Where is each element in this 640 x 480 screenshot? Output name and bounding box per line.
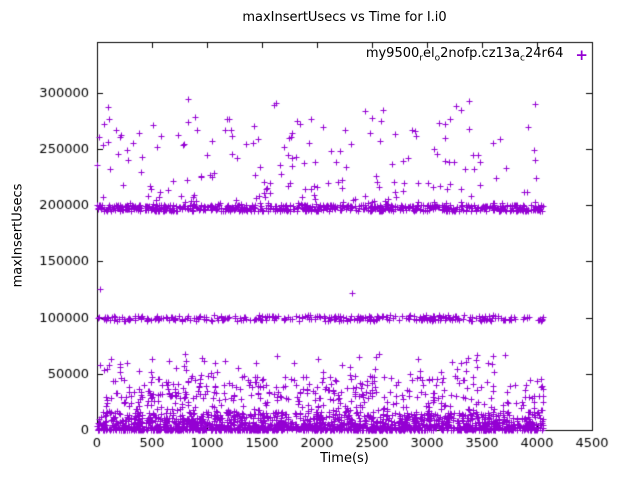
legend: my9500relo2nofp.cz13ac24r64 + bbox=[366, 46, 588, 64]
y-axis-label: maxInsertUsecs bbox=[10, 183, 26, 288]
x-axis-label: Time(s) bbox=[320, 451, 369, 466]
legend-label: my9500relo2nofp.cz13ac24r64 bbox=[365, 46, 564, 64]
plus-marker-icon: + bbox=[575, 45, 588, 64]
chart-title: maxInsertUsecs vs Time for I.i0 bbox=[242, 10, 447, 25]
